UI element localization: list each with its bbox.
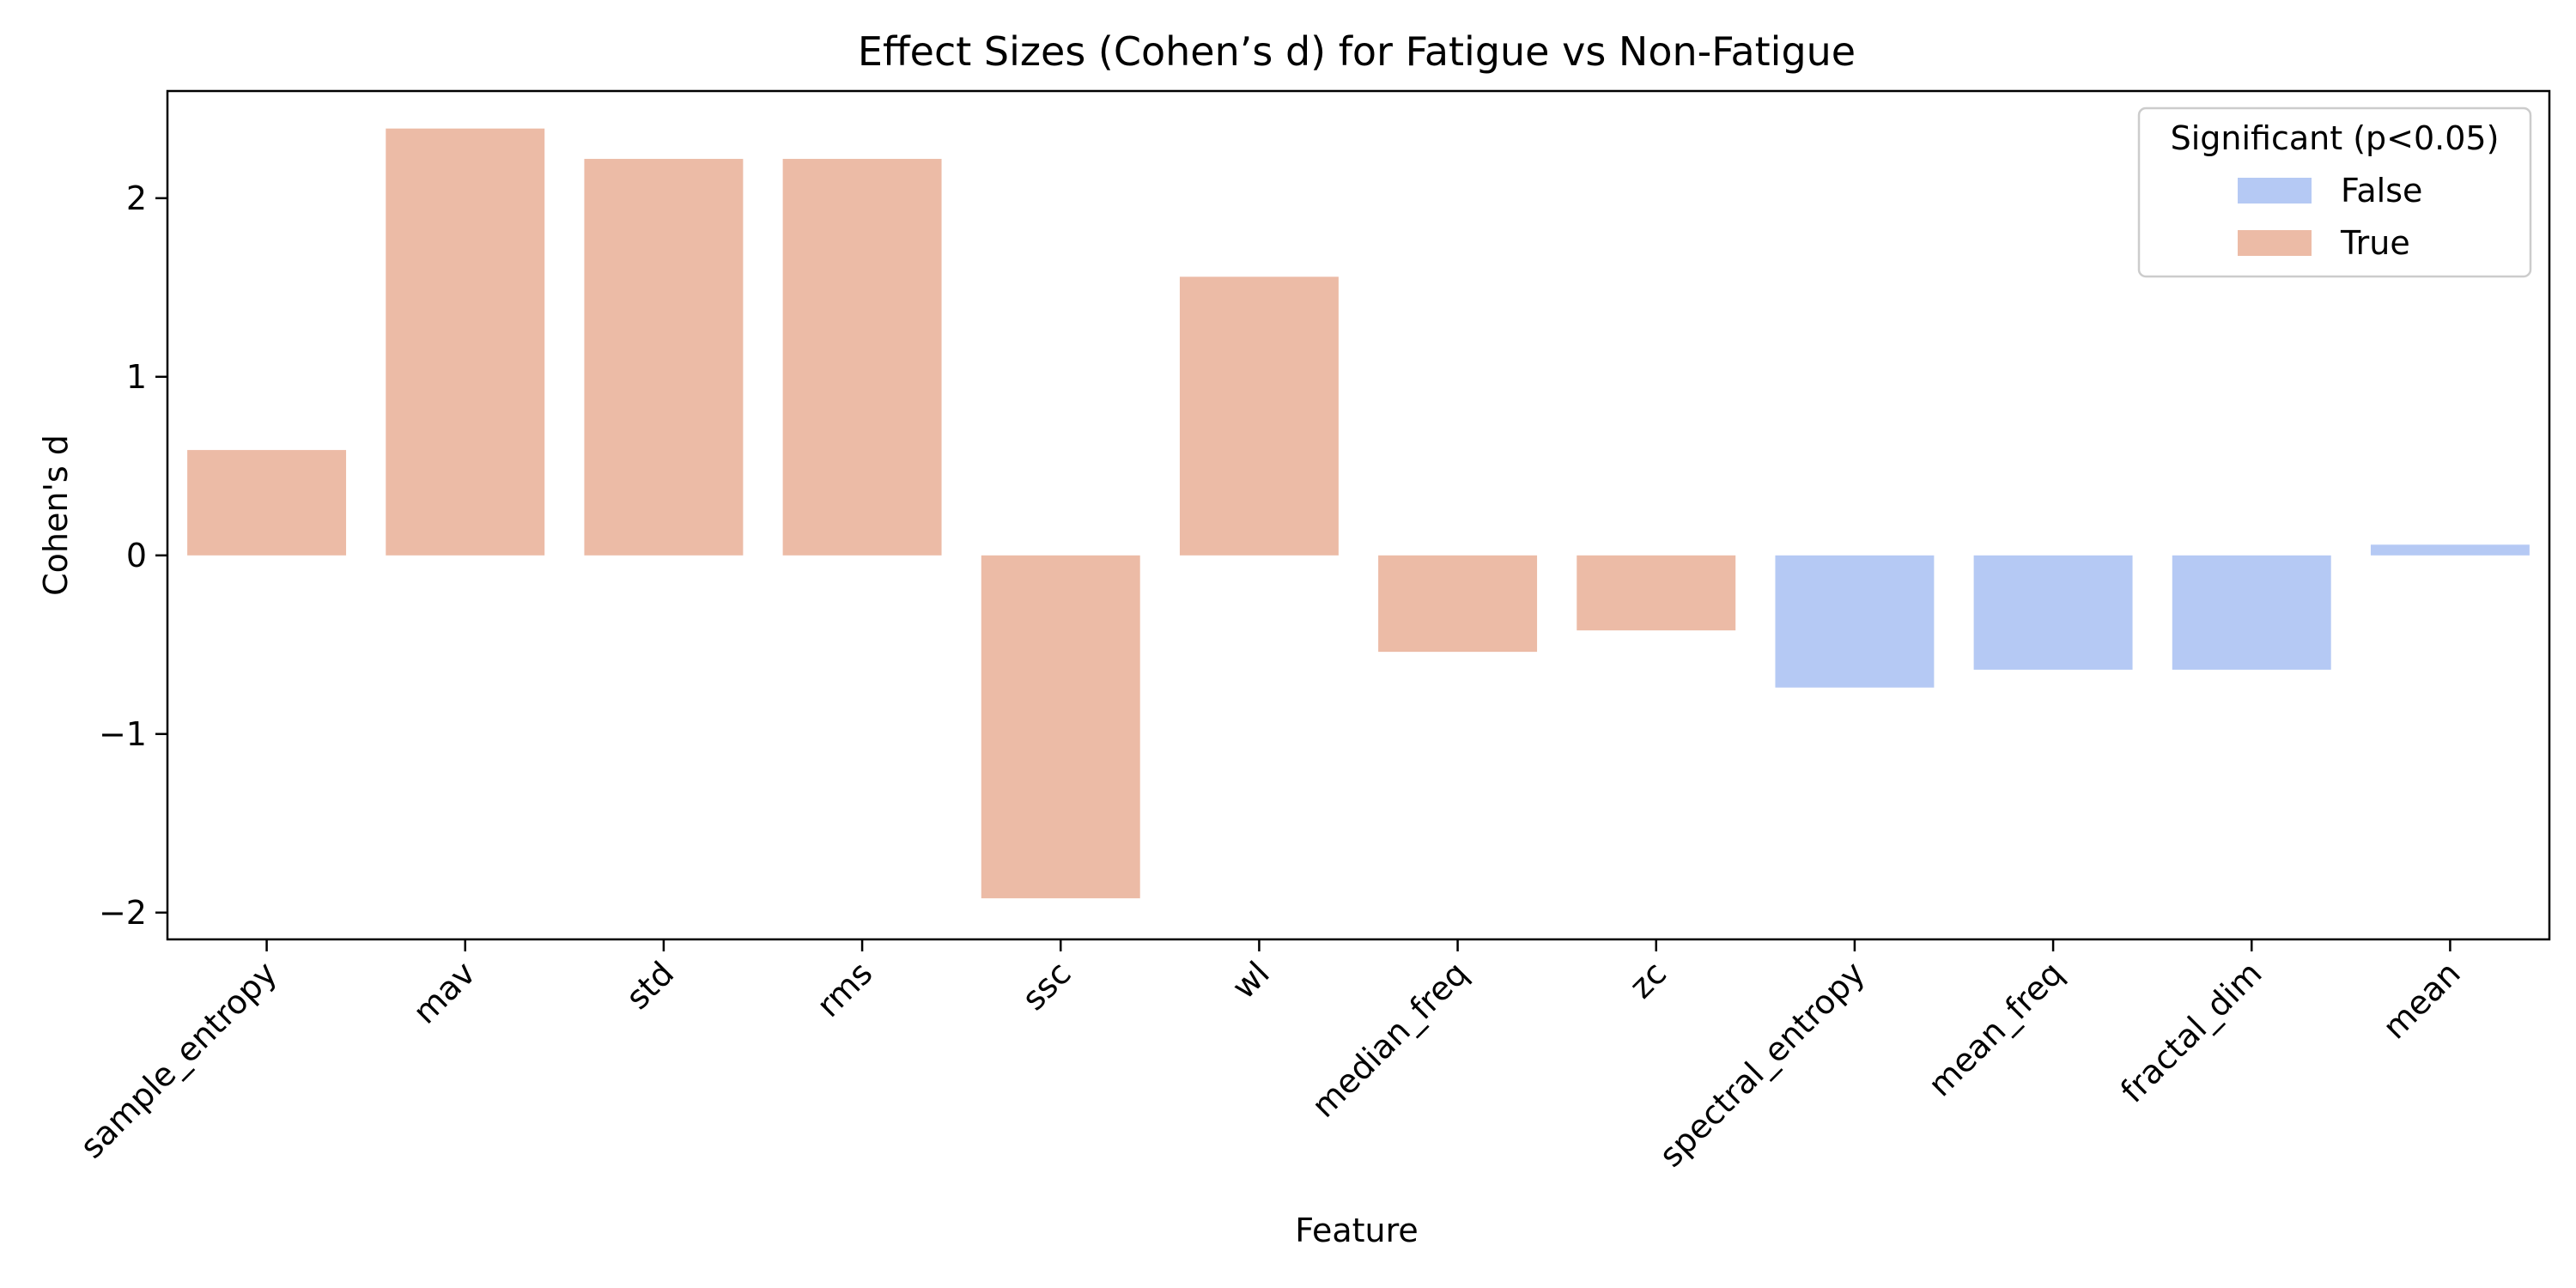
legend: Significant (p<0.05) False True xyxy=(2137,106,2532,278)
x-tick-label-spectral_entropy: spectral_entropy xyxy=(1652,954,1872,1174)
chart-title: Effect Sizes (Cohen’s d) for Fatigue vs … xyxy=(858,28,1856,75)
x-axis-label: Feature xyxy=(1295,1212,1419,1249)
x-tick-label-mav: mav xyxy=(405,954,483,1031)
bar-wl xyxy=(1179,276,1339,556)
legend-swatch-true xyxy=(2238,230,2312,256)
x-tick-label-zc: zc xyxy=(1622,954,1674,1005)
x-tick-label-ssc: ssc xyxy=(1015,954,1078,1018)
x-tick-label-sample_entropy: sample_entropy xyxy=(73,954,284,1165)
y-axis-label: Cohen's d xyxy=(37,434,75,596)
x-tick-label-mean_freq: mean_freq xyxy=(1921,954,2070,1103)
x-tick-label-median_freq: median_freq xyxy=(1304,954,1475,1125)
bar-sample_entropy xyxy=(187,450,347,556)
legend-swatch-false xyxy=(2238,178,2312,204)
bar-mean xyxy=(2370,544,2530,556)
bar-mav xyxy=(386,128,545,556)
plot-frame xyxy=(166,89,2551,941)
x-tick-label-wl: wl xyxy=(1224,954,1277,1006)
legend-frame xyxy=(2137,106,2532,278)
y-tick-label: 2 xyxy=(126,179,147,217)
y-tick-label: 1 xyxy=(126,358,147,396)
bars-layer xyxy=(187,128,2530,899)
x-tick-label-std: std xyxy=(619,954,682,1017)
y-axis: −2 −1 0 1 2 xyxy=(99,179,167,932)
bar-rms xyxy=(782,159,942,556)
bar-std xyxy=(584,159,744,556)
legend-label-false: False xyxy=(2341,172,2422,210)
bar-zc xyxy=(1577,555,1736,631)
bar-ssc xyxy=(981,555,1140,899)
legend-title: Significant (p<0.05) xyxy=(2171,119,2500,157)
legend-label-true: True xyxy=(2340,224,2410,262)
x-tick-label-rms: rms xyxy=(810,954,880,1024)
y-tick-label: −2 xyxy=(99,894,147,932)
y-tick-label: 0 xyxy=(126,537,147,574)
bar-median_freq xyxy=(1378,555,1538,653)
x-axis: sample_entropy mav std rms ssc wl median_freq z… xyxy=(73,939,2468,1175)
bar-spectral_entropy xyxy=(1775,555,1935,688)
x-tick-label-fractal_dim: fractal_dim xyxy=(2113,954,2269,1109)
y-tick-label: −1 xyxy=(99,715,147,753)
x-tick-label-mean: mean xyxy=(2375,954,2467,1046)
bar-mean_freq xyxy=(1973,555,2133,670)
bar-fractal_dim xyxy=(2172,555,2331,670)
